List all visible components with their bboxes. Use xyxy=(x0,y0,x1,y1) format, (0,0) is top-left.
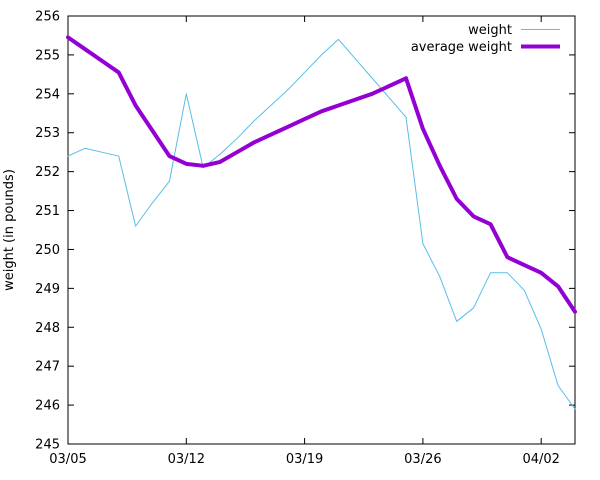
x-tick-label: 03/19 xyxy=(286,452,323,467)
legend-label-average-weight: average weight xyxy=(411,40,512,55)
y-tick-label: 254 xyxy=(35,87,60,102)
y-tick-label: 250 xyxy=(35,243,60,258)
data-series xyxy=(66,35,577,410)
x-tick-label: 03/12 xyxy=(168,452,205,467)
y-tick-label: 248 xyxy=(35,321,60,336)
x-tick-label: 03/26 xyxy=(404,452,441,467)
x-tick-label: 04/02 xyxy=(522,452,559,467)
legend: weight average weight xyxy=(411,23,560,55)
y-tick-label: 249 xyxy=(35,282,60,297)
y-tick-label: 246 xyxy=(35,399,60,414)
y-tick-label: 251 xyxy=(35,204,60,219)
legend-label-weight: weight xyxy=(468,23,512,38)
y-tick-label: 252 xyxy=(35,165,60,180)
legend-item-weight: weight xyxy=(468,23,560,38)
y-tick-label: 256 xyxy=(35,10,60,25)
y-tick-label: 245 xyxy=(35,438,60,453)
axis-tick-labels: 245 246 247 248 249 250 251 252 253 254 255 256 03/0… xyxy=(35,10,560,468)
y-tick-label: 255 xyxy=(35,48,60,63)
legend-item-average-weight: average weight xyxy=(411,40,560,55)
average-weight-line xyxy=(66,35,577,314)
y-axis-label: weight (in pounds) xyxy=(2,169,17,291)
plot-border xyxy=(67,15,576,445)
weight-line xyxy=(67,38,576,410)
y-tick-label: 247 xyxy=(35,360,60,375)
axis-ticks xyxy=(67,15,575,445)
x-tick-label: 03/05 xyxy=(49,452,86,467)
y-tick-label: 253 xyxy=(35,126,60,141)
